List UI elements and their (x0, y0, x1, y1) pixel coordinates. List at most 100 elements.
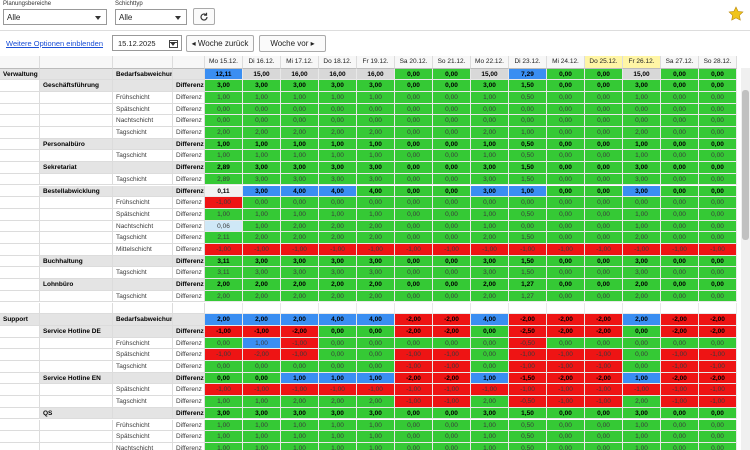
row-cell (0, 337, 40, 350)
value-cell: 1,00 (623, 150, 661, 163)
value-cell: 0,00 (433, 80, 471, 92)
row-cell (0, 91, 40, 104)
value-cell: 0,00 (585, 138, 623, 151)
spacer-cell (547, 302, 585, 315)
value-cell: -1,00 (699, 349, 737, 361)
refresh-button[interactable] (193, 8, 215, 25)
shift-type-select[interactable]: Alle (115, 9, 187, 25)
value-cell: 1,50 (509, 232, 547, 244)
value-cell: 0,00 (699, 68, 737, 81)
value-cell: 0,00 (395, 138, 433, 151)
value-cell: 0,00 (699, 220, 737, 233)
date-input[interactable]: 15.12.2025 (112, 35, 182, 51)
value-cell: -1,00 (319, 244, 357, 256)
header-cell (0, 56, 40, 69)
value-cell: -1,00 (281, 384, 319, 397)
value-cell: 0,00 (585, 419, 623, 432)
value-cell: -2,00 (699, 314, 737, 326)
value-cell: -1,00 (433, 349, 471, 361)
value-cell: -1,00 (395, 361, 433, 373)
options-link[interactable]: Weitere Optionen einblenden (6, 39, 104, 48)
value-cell: 1,50 (509, 162, 547, 174)
value-cell: 0,00 (661, 162, 699, 174)
row-cell (173, 68, 205, 81)
value-cell: 0,00 (585, 279, 623, 291)
row-cell (0, 138, 40, 151)
value-cell: 0,00 (433, 290, 471, 303)
row-cell (0, 407, 40, 420)
value-cell: 0,00 (471, 337, 509, 350)
prev-week-button[interactable]: ◂ Woche zurück (186, 35, 254, 52)
value-cell: -2,00 (509, 314, 547, 326)
value-cell: 7,29 (509, 68, 547, 81)
refresh-icon (200, 12, 208, 21)
value-cell: 1,50 (509, 255, 547, 268)
value-cell: 0,00 (319, 197, 357, 209)
value-cell: -1,00 (395, 349, 433, 361)
measure-label: Differenz (173, 80, 205, 92)
value-cell: -1,00 (547, 396, 585, 408)
favorite-star[interactable] (728, 6, 744, 22)
value-cell: 0,00 (661, 68, 699, 81)
value-cell: 4,00 (281, 185, 319, 198)
next-week-button[interactable]: Woche vor ▸ (259, 35, 326, 52)
value-cell: 0,00 (433, 127, 471, 139)
value-cell: 3,00 (471, 185, 509, 198)
value-cell: 0,00 (547, 431, 585, 443)
spacer-cell (243, 302, 281, 315)
value-cell: 0,00 (357, 337, 395, 350)
row-cell (0, 384, 40, 397)
scrollbar-thumb[interactable] (742, 90, 749, 240)
value-cell: 0,00 (699, 419, 737, 432)
value-cell: 0,00 (433, 162, 471, 174)
day-header: So 28.12. (699, 56, 737, 69)
measure-label: Differenz (173, 431, 205, 443)
value-cell: 0,00 (661, 279, 699, 291)
value-cell: 4,00 (357, 185, 395, 198)
measure-label: Differenz (173, 290, 205, 303)
value-cell: 1,00 (319, 442, 357, 450)
value-cell: 0,00 (395, 431, 433, 443)
shift-name: Spätschicht (113, 103, 173, 116)
value-cell: 0,00 (395, 279, 433, 291)
area-select[interactable]: Alle (3, 9, 107, 25)
spacer-cell (661, 302, 699, 315)
value-cell: 0,00 (433, 442, 471, 450)
value-cell: 1,00 (243, 396, 281, 408)
value-cell: 0,00 (433, 138, 471, 151)
value-cell: 15,00 (471, 68, 509, 81)
measure-label: Differenz (173, 197, 205, 209)
value-cell: 0,00 (547, 173, 585, 186)
section-name: Support (0, 314, 40, 326)
value-cell: -1,00 (509, 384, 547, 397)
value-cell: 2,00 (243, 127, 281, 139)
value-cell: 3,00 (623, 407, 661, 420)
value-cell: 0,50 (509, 431, 547, 443)
measure-label: Differenz (173, 349, 205, 361)
value-cell: 3,00 (471, 255, 509, 268)
value-cell: 0,00 (585, 162, 623, 174)
unit-name: Personalbüro (40, 138, 113, 151)
value-cell: 0,00 (699, 80, 737, 92)
value-cell: 1,00 (357, 138, 395, 151)
value-cell: 3,11 (205, 255, 243, 268)
value-cell: -1,00 (281, 337, 319, 350)
value-cell: 0,00 (243, 115, 281, 127)
value-cell: 2,00 (357, 220, 395, 233)
measure-label: Differenz (173, 138, 205, 151)
value-cell: 0,00 (699, 173, 737, 186)
day-header: Di 16.12. (243, 56, 281, 69)
shift-name: Frühschicht (113, 419, 173, 432)
row-cell (40, 267, 113, 280)
row-cell (40, 220, 113, 233)
value-cell: 0,00 (319, 349, 357, 361)
header-cell (113, 56, 173, 69)
value-cell: -1,00 (281, 349, 319, 361)
value-cell: 1,00 (243, 150, 281, 163)
value-cell: 1,00 (471, 208, 509, 221)
value-cell: 1,00 (357, 372, 395, 385)
value-cell: 1,00 (205, 150, 243, 163)
value-cell: 0,50 (509, 138, 547, 151)
value-cell: -1,00 (585, 384, 623, 397)
shift-name: Tagschicht (113, 232, 173, 244)
